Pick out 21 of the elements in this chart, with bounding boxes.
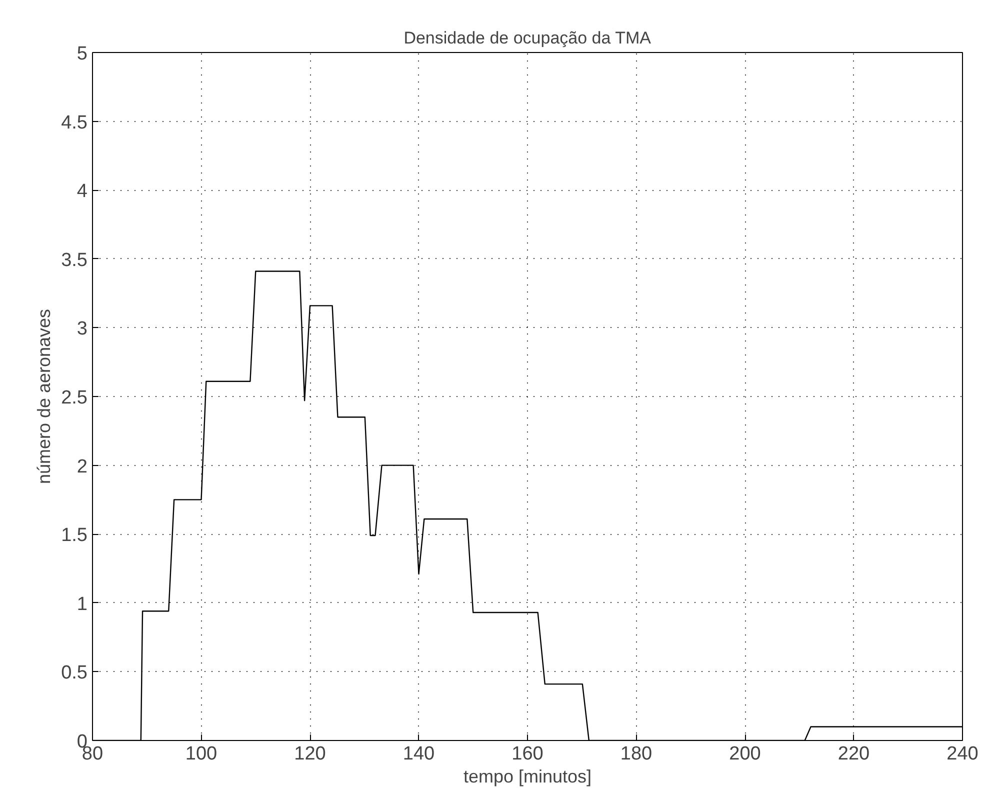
x-tick-label: 220 <box>838 744 870 764</box>
x-tick-label: 180 <box>620 744 652 764</box>
x-tick-label: 160 <box>512 744 544 764</box>
x-tick-label: 120 <box>294 744 326 764</box>
chart-title: Densidade de ocupação da TMA <box>404 28 652 48</box>
y-tick-label: 3.5 <box>61 250 88 271</box>
y-tick-label: 0.5 <box>61 662 88 684</box>
x-tick-label: 200 <box>729 744 761 764</box>
y-tick-label: 2.5 <box>61 388 88 408</box>
y-tick-label: 1 <box>76 594 88 615</box>
y-axis-title: número de aeronaves <box>34 308 54 484</box>
y-tick-label: 3 <box>76 318 88 340</box>
x-tick-label: 240 <box>946 744 978 764</box>
y-tick-label: 1.5 <box>61 525 88 546</box>
x-tick-label: 140 <box>402 744 435 764</box>
y-tick-label: 5 <box>76 44 88 64</box>
y-tick-label: 4.5 <box>61 112 88 134</box>
x-axis-title: tempo [minutos] <box>463 766 592 786</box>
y-tick-label: 4 <box>76 181 88 202</box>
y-tick-label: 2 <box>76 456 88 478</box>
x-tick-label: 100 <box>185 744 218 764</box>
